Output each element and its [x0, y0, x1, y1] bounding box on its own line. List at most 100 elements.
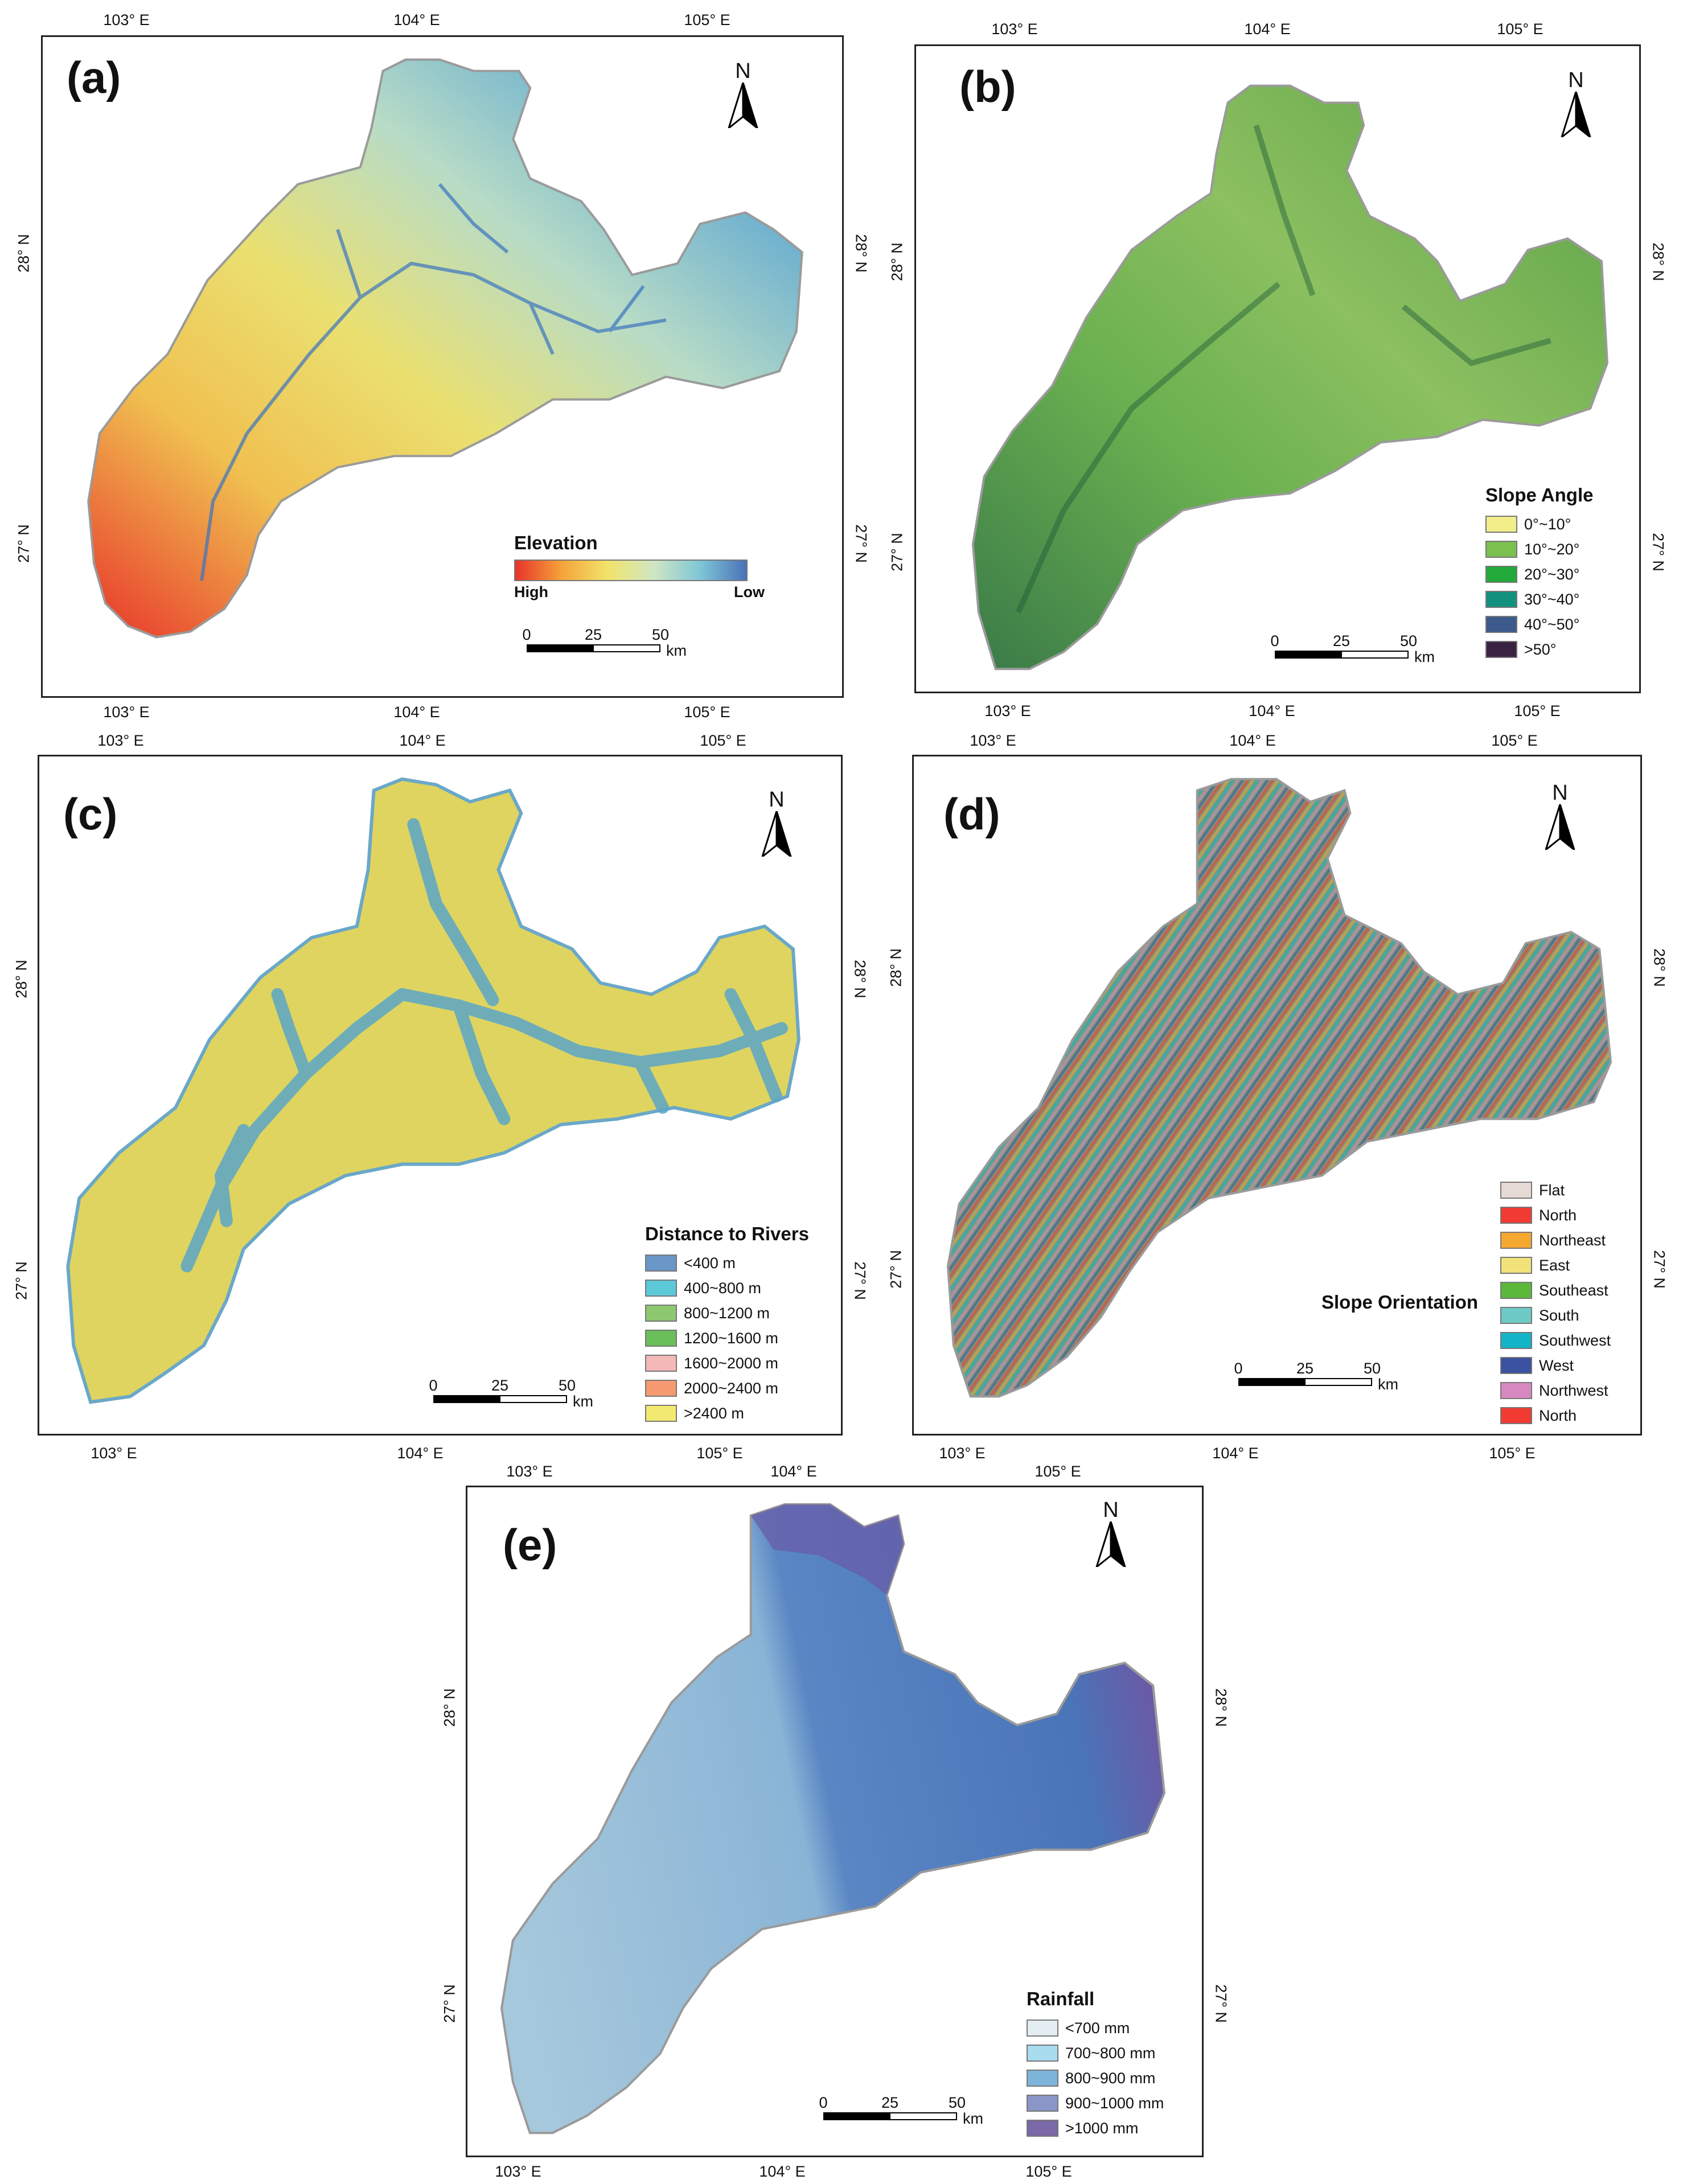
- lon-label-top: 103° E: [103, 11, 150, 28]
- legend-swatch: [645, 1330, 677, 1347]
- lon-label-top: 105° E: [1497, 20, 1544, 38]
- north-arrow: N: [1556, 69, 1596, 140]
- legend-swatch: [645, 1355, 677, 1372]
- legend-item: Northwest: [1500, 1378, 1611, 1403]
- region-shape: [500, 1503, 1166, 2134]
- scale-bar: 0 25 50 km: [1234, 1360, 1398, 1393]
- legend-item: <400 m: [645, 1251, 809, 1276]
- legend-swatch: [1485, 616, 1517, 633]
- legend-item-label: 30°~40°: [1524, 590, 1580, 608]
- legend-swatch: [1500, 1357, 1532, 1374]
- legend-swatch: [1027, 2120, 1058, 2137]
- north-letter: N: [735, 59, 751, 83]
- legend-item: 10°~20°: [1485, 537, 1593, 562]
- lon-label-bottom: 104° E: [759, 2163, 806, 2180]
- legend-swatch: [1500, 1282, 1532, 1299]
- north-letter: N: [1568, 68, 1584, 92]
- legend-item: Southeast: [1500, 1278, 1611, 1303]
- lon-label-top: 104° E: [393, 11, 440, 28]
- legend-item: West: [1500, 1353, 1611, 1378]
- lat-label-left: 28° N: [887, 948, 905, 987]
- legend-item-label: 900~1000 mm: [1065, 2094, 1164, 2112]
- lon-label-bottom: 105° E: [684, 704, 730, 721]
- lat-label-left: 28° N: [15, 234, 32, 273]
- map-canvas: [500, 1503, 1166, 2134]
- legend-item: Flat: [1500, 1178, 1611, 1203]
- lat-label-right: 28° N: [852, 234, 870, 273]
- legend-item-label: South: [1539, 1306, 1579, 1324]
- legend-swatch: [1027, 2070, 1058, 2087]
- scale-bar: 0 25 50 km: [522, 626, 687, 659]
- legend-item-label: <700 mm: [1065, 2019, 1130, 2037]
- scale-bar: 0 25 50 km: [819, 2094, 983, 2127]
- lon-label-bottom: 104° E: [1212, 1445, 1259, 1462]
- north-arrow-icon: [761, 811, 793, 859]
- slope-angle-legend: Slope Angle 0°~10° 10°~20° 20°~30° 30°~40° 4…: [1485, 484, 1593, 662]
- legend-item-label: >2400 m: [684, 1404, 744, 1422]
- lat-label-right: 27° N: [851, 1261, 869, 1300]
- legend-item-label: 800~1200 m: [684, 1304, 770, 1322]
- legend-item: >2400 m: [645, 1401, 809, 1426]
- legend-swatch: [1500, 1207, 1532, 1224]
- legend-item-label: >1000 mm: [1065, 2119, 1139, 2137]
- map-canvas: [66, 777, 801, 1404]
- lon-label-top: 105° E: [1035, 1463, 1081, 1480]
- lat-label-right: 28° N: [1212, 1688, 1230, 1727]
- legend-item: 20°~30°: [1485, 562, 1593, 587]
- legend-swatch: [1500, 1332, 1532, 1349]
- lon-label-bottom: 104° E: [1249, 702, 1295, 719]
- legend-item-label: 10°~20°: [1524, 540, 1580, 558]
- lon-label-bottom: 105° E: [1489, 1445, 1536, 1462]
- rainfall-legend: Rainfall <700 mm 700~800 mm 800~900 mm 900~…: [1027, 1988, 1164, 2141]
- lat-label-left: 28° N: [441, 1688, 458, 1727]
- lon-label-bottom: 105° E: [1025, 2163, 1072, 2180]
- legend-item: <700 mm: [1027, 2016, 1164, 2041]
- map-frame: (e) N Rainfall <700 mm 700~800 mm 800~900 …: [466, 1486, 1204, 2157]
- legend-item-label: Northwest: [1539, 1381, 1608, 1399]
- legend-item: 1600~2000 m: [645, 1351, 809, 1376]
- legend-swatch: [1500, 1257, 1532, 1274]
- lon-label-top: 105° E: [700, 732, 746, 749]
- legend-swatch: [1027, 2020, 1058, 2037]
- river-buffer: [180, 818, 788, 1273]
- lon-label-bottom: 103° E: [91, 1445, 137, 1462]
- panel-label: (e): [503, 1520, 557, 1570]
- legend-item: North: [1500, 1403, 1611, 1428]
- legend-item-label: Flat: [1539, 1181, 1565, 1199]
- map-frame: (c) N Distance to Rivers <400 m 400~800 m…: [38, 755, 843, 1436]
- legend-item-label: Southeast: [1539, 1281, 1608, 1299]
- lat-label-right: 27° N: [1651, 1250, 1668, 1289]
- legend-item: >1000 mm: [1027, 2116, 1164, 2141]
- legend-item: Northeast: [1500, 1228, 1611, 1253]
- legend-swatch: [1500, 1382, 1532, 1399]
- lon-label-top: 105° E: [1491, 732, 1538, 749]
- legend-item: 800~900 mm: [1027, 2066, 1164, 2091]
- legend-swatch: [1500, 1232, 1532, 1249]
- legend-swatch: [1485, 566, 1517, 583]
- legend-item: 800~1200 m: [645, 1301, 809, 1326]
- legend-item-label: 2000~2400 m: [684, 1379, 778, 1397]
- map-frame: (a) N Elevation High Low 0 25 50 km: [41, 35, 844, 698]
- legend-swatch: [1500, 1307, 1532, 1324]
- legend-item-label: 1200~1600 m: [684, 1329, 778, 1347]
- legend-swatch: [645, 1405, 677, 1422]
- north-arrow-icon: [1544, 804, 1576, 853]
- map-frame: (d) N Slope Orientation Flat North Northea…: [912, 755, 1642, 1436]
- lat-label-right: 28° N: [1649, 242, 1667, 281]
- legend-item-label: 40°~50°: [1524, 615, 1580, 633]
- panel-label: (d): [943, 789, 1000, 839]
- lon-label-bottom: 104° E: [397, 1445, 444, 1462]
- lon-label-bottom: 103° E: [103, 704, 150, 721]
- legend-item: 30°~40°: [1485, 587, 1593, 612]
- lat-label-left: 28° N: [13, 960, 30, 998]
- elevation-legend: Elevation High Low: [514, 532, 765, 602]
- legend-swatch: [1027, 2045, 1058, 2062]
- legend-item: 400~800 m: [645, 1276, 809, 1301]
- lon-label-top: 103° E: [991, 20, 1038, 38]
- legend-high-label: High: [514, 583, 548, 601]
- legend-item: 700~800 mm: [1027, 2041, 1164, 2066]
- region-shape: [971, 84, 1608, 671]
- legend-item-label: >50°: [1524, 640, 1557, 658]
- north-letter: N: [1103, 1498, 1119, 1522]
- lon-label-bottom: 105° E: [696, 1445, 743, 1462]
